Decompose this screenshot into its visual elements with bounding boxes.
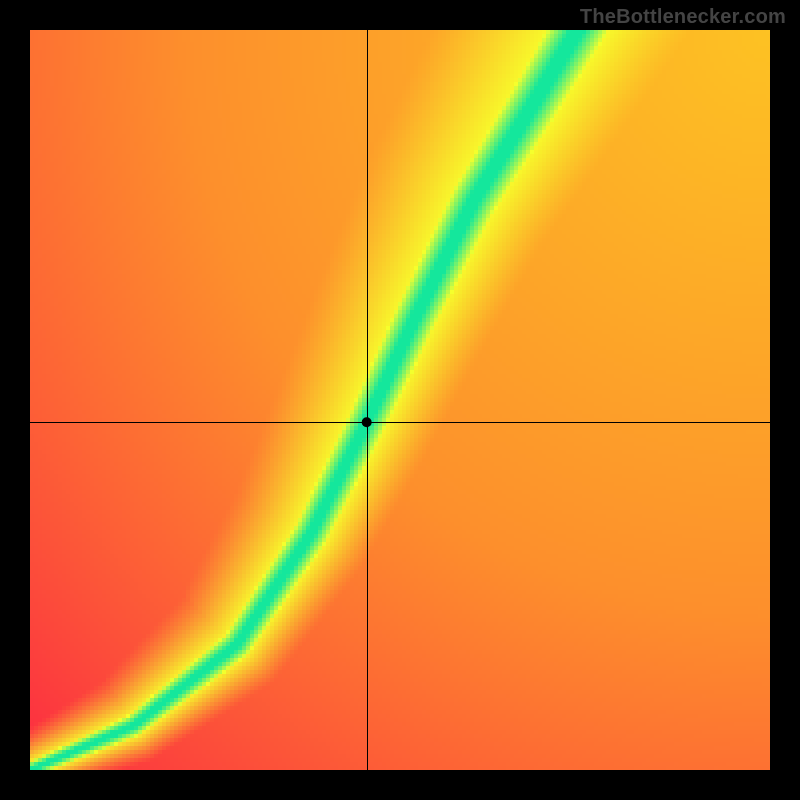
watermark-text: TheBottlenecker.com [580, 6, 786, 29]
chart-container: TheBottlenecker.com [0, 0, 800, 800]
heatmap-canvas [0, 0, 800, 800]
